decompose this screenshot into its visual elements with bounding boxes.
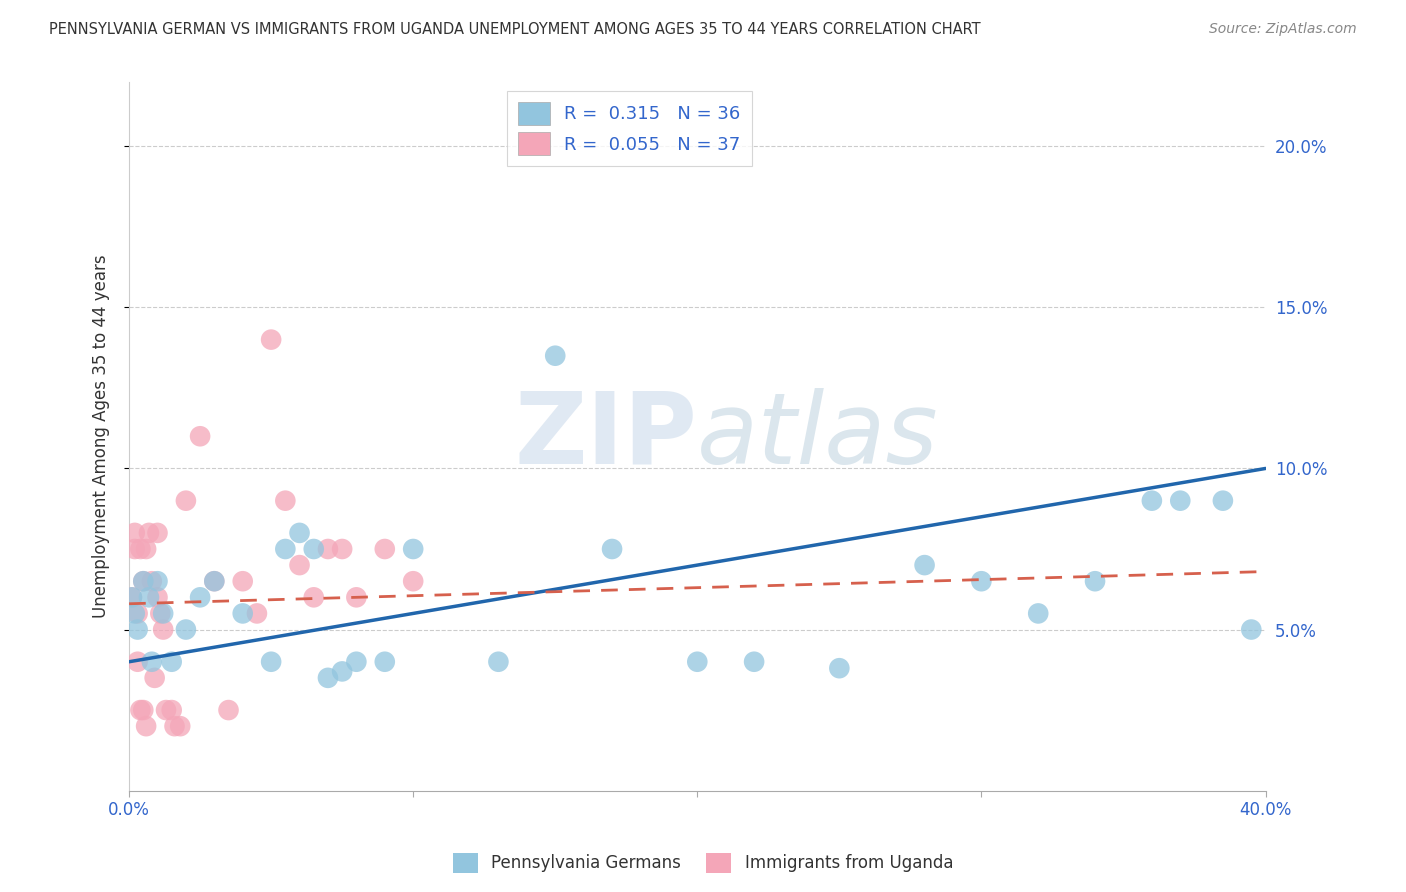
Point <box>174 623 197 637</box>
Point <box>169 719 191 733</box>
Point <box>152 623 174 637</box>
Point <box>1240 623 1263 637</box>
Point <box>486 655 509 669</box>
Point <box>344 655 367 669</box>
Point <box>742 655 765 669</box>
Point <box>129 541 152 556</box>
Point <box>1140 493 1163 508</box>
Point <box>302 591 325 605</box>
Point <box>155 703 177 717</box>
Point <box>202 574 225 589</box>
Point <box>146 525 169 540</box>
Point <box>141 574 163 589</box>
Point <box>202 574 225 589</box>
Point <box>188 591 211 605</box>
Point <box>232 574 254 589</box>
Point <box>316 671 339 685</box>
Point <box>260 333 283 347</box>
Point <box>160 703 183 717</box>
Point <box>146 574 169 589</box>
Text: ZIP: ZIP <box>515 388 697 484</box>
Text: atlas: atlas <box>697 388 939 484</box>
Text: Source: ZipAtlas.com: Source: ZipAtlas.com <box>1209 22 1357 37</box>
Point <box>124 541 146 556</box>
Point <box>121 591 143 605</box>
Point <box>1212 493 1234 508</box>
Point <box>132 574 155 589</box>
Point <box>1084 574 1107 589</box>
Point <box>544 349 567 363</box>
Point <box>121 591 143 605</box>
Point <box>686 655 709 669</box>
Point <box>374 541 396 556</box>
Point <box>135 541 157 556</box>
Point <box>188 429 211 443</box>
Point <box>127 655 149 669</box>
Point <box>160 655 183 669</box>
Point <box>174 493 197 508</box>
Point <box>274 493 297 508</box>
Point <box>138 591 160 605</box>
Point <box>246 607 269 621</box>
Point <box>316 541 339 556</box>
Point <box>127 623 149 637</box>
Point <box>152 607 174 621</box>
Legend: R =  0.315   N = 36, R =  0.055   N = 37: R = 0.315 N = 36, R = 0.055 N = 37 <box>506 91 752 166</box>
Point <box>402 574 425 589</box>
Point <box>330 541 353 556</box>
Point <box>132 574 155 589</box>
Point <box>127 607 149 621</box>
Point <box>828 661 851 675</box>
Point <box>402 541 425 556</box>
Point <box>163 719 186 733</box>
Point <box>143 671 166 685</box>
Point <box>141 655 163 669</box>
Point <box>1168 493 1191 508</box>
Point <box>132 703 155 717</box>
Point <box>146 591 169 605</box>
Point <box>135 719 157 733</box>
Point <box>138 525 160 540</box>
Point <box>129 703 152 717</box>
Point <box>600 541 623 556</box>
Point <box>149 607 172 621</box>
Point <box>914 558 936 573</box>
Point <box>302 541 325 556</box>
Point <box>124 607 146 621</box>
Point <box>218 703 240 717</box>
Text: PENNSYLVANIA GERMAN VS IMMIGRANTS FROM UGANDA UNEMPLOYMENT AMONG AGES 35 TO 44 Y: PENNSYLVANIA GERMAN VS IMMIGRANTS FROM U… <box>49 22 981 37</box>
Point <box>232 607 254 621</box>
Y-axis label: Unemployment Among Ages 35 to 44 years: Unemployment Among Ages 35 to 44 years <box>93 254 110 618</box>
Point <box>288 558 311 573</box>
Point <box>970 574 993 589</box>
Point <box>374 655 396 669</box>
Legend: Pennsylvania Germans, Immigrants from Uganda: Pennsylvania Germans, Immigrants from Ug… <box>446 847 960 880</box>
Point <box>330 665 353 679</box>
Point <box>344 591 367 605</box>
Point <box>274 541 297 556</box>
Point <box>124 525 146 540</box>
Point <box>1026 607 1049 621</box>
Point <box>288 525 311 540</box>
Point <box>260 655 283 669</box>
